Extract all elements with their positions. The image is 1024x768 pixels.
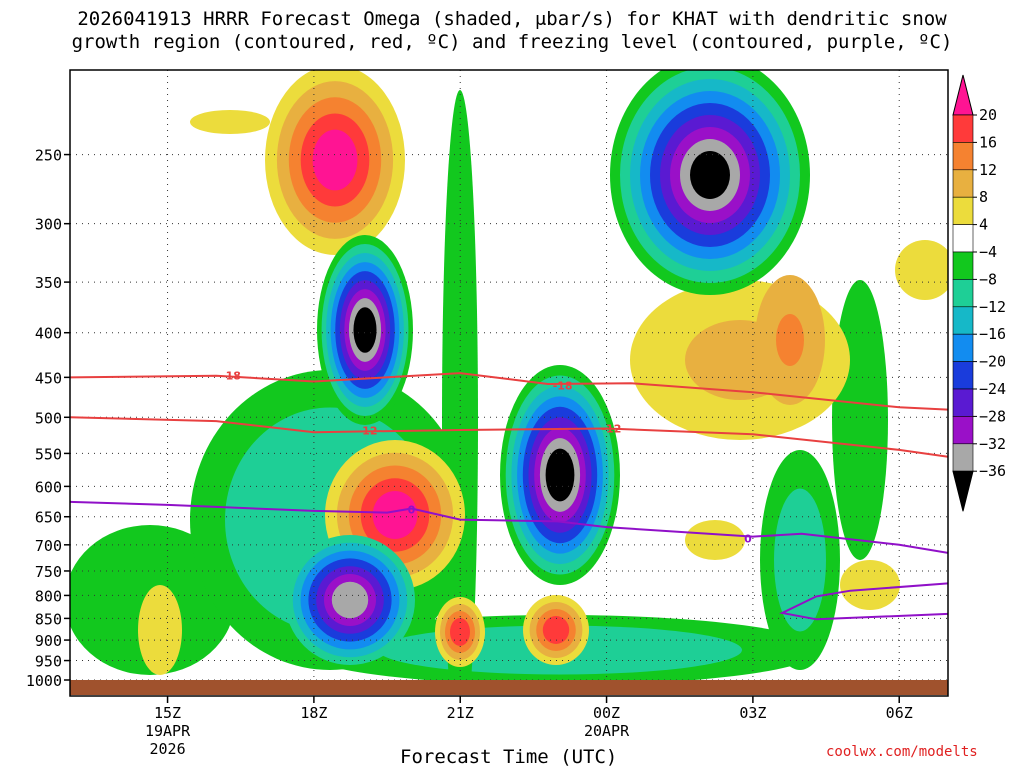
colorbar-label-8: −16 [979, 325, 1006, 343]
colorbar-swatch-11 [952, 388, 974, 417]
updraft-mid-level-9 [545, 448, 575, 502]
x-tick-sublabel: 20APR [584, 722, 630, 740]
contour-line-1 [70, 416, 948, 458]
weak-down-se-level-1 [840, 560, 900, 610]
updraft-upper-level-9 [353, 307, 377, 353]
contour-label-2-0: 0 [408, 504, 416, 517]
y-tick-label-350: 350 [35, 274, 62, 292]
x-tick-label-03Z: 03Z [739, 704, 766, 722]
y-tick-label-600: 600 [35, 478, 62, 496]
weak-down-e-level-1 [685, 520, 745, 560]
weak-up-east-level-2 [774, 488, 826, 632]
colorbar-swatch-4 [952, 196, 974, 225]
omega-colorbar: 20 16 12 8 4 −4 −8 −12 −16 −20 −24 −28 −32 −36 [952, 74, 1006, 512]
contour-line-0 [70, 372, 948, 411]
contour-label-2-1: 0 [744, 532, 752, 545]
weak-up-thin-b-level-1 [832, 280, 888, 560]
colorbar-label-11: −28 [979, 407, 1006, 425]
x-tick-label-15Z: 15Z [154, 704, 181, 722]
y-tick-label-300: 300 [35, 216, 62, 234]
weak-down-top-level-1 [190, 110, 270, 134]
downdraft-mid-level-5 [372, 491, 418, 539]
colorbar-label-1: 16 [979, 133, 997, 151]
y-tick-label-250: 250 [35, 147, 62, 165]
contour-label-1-1: -12 [601, 422, 621, 435]
y-tick-label-550: 550 [35, 445, 62, 463]
omega-shaded-field [70, 70, 948, 680]
x-tick-label-18Z: 18Z [300, 704, 327, 722]
contour-line-2 [70, 500, 948, 554]
colorbar-label-9: −20 [979, 353, 1006, 371]
colorbar-label-2: 12 [979, 161, 997, 179]
colorbar-label-0: 20 [979, 106, 997, 124]
credit-link[interactable]: coolwx.com/modelts [826, 744, 978, 760]
y-tick-label-1000: 1000 [26, 672, 62, 690]
colorbar-swatch-10 [952, 361, 974, 390]
chart-title-line-2: growth region (contoured, red, ºC) and f… [71, 31, 953, 53]
x-tick-label-00Z: 00Z [593, 704, 620, 722]
colorbar-swatch-7 [952, 279, 974, 308]
y-tick-label-450: 450 [35, 369, 62, 387]
downdraft-low-b-level-4 [542, 616, 570, 644]
colorbar-swatch-5 [952, 224, 974, 253]
colorbar-bottom-arrow [952, 470, 974, 512]
colorbar-swatch-2 [952, 142, 974, 171]
contour-label-1-0: -12 [358, 425, 378, 438]
colorbar-label-5: −4 [979, 243, 997, 261]
colorbar-swatch-12 [952, 416, 974, 445]
colorbar-label-13: −36 [979, 462, 1006, 480]
x-tick-label-06Z: 06Z [886, 704, 913, 722]
y-tick-label-650: 650 [35, 509, 62, 527]
weak-down-far-e-level-1 [895, 240, 948, 300]
chart-title-line-1: 2026041913 HRRR Forecast Omega (shaded, … [77, 8, 947, 30]
x-tick-sublabel: 2026 [149, 740, 185, 758]
colorbar-swatch-3 [952, 169, 974, 198]
colorbar-top-arrow [952, 74, 974, 116]
x-axis-title: Forecast Time (UTC) [400, 746, 618, 768]
updraft-low-level-7 [331, 581, 369, 619]
downdraft-east-level-2 [776, 314, 804, 366]
colorbar-label-6: −8 [979, 270, 997, 288]
x-tick-label-21Z: 21Z [447, 704, 474, 722]
colorbar-swatch-13 [952, 443, 974, 472]
y-tick-label-900: 900 [35, 632, 62, 650]
temperature-contours: -18 -18 -12 -12 0 0 [70, 370, 948, 621]
colorbar-label-4: 4 [979, 216, 988, 234]
colorbar-label-12: −32 [979, 435, 1006, 453]
colorbar-swatch-6 [952, 251, 974, 280]
colorbar-label-3: 8 [979, 188, 988, 206]
colorbar-swatch-1 [952, 114, 974, 143]
y-tick-label-750: 750 [35, 563, 62, 581]
y-tick-label-700: 700 [35, 537, 62, 555]
y-tick-label-800: 800 [35, 587, 62, 605]
updraft-upper-east-level-9 [690, 151, 730, 199]
colorbar-swatch-8 [952, 306, 974, 335]
contour-line-3 [779, 582, 948, 621]
colorbar-label-7: −12 [979, 298, 1006, 316]
y-tick-label-950: 950 [35, 653, 62, 671]
downdraft-low-a-level-4 [450, 618, 470, 646]
colorbar-swatch-9 [952, 333, 974, 362]
colorbar-label-10: −24 [979, 380, 1006, 398]
x-tick-sublabel: 19APR [145, 722, 191, 740]
y-tick-label-400: 400 [35, 325, 62, 343]
contour-label-0-0: -18 [221, 370, 241, 383]
contour-label-0-1: -18 [553, 380, 573, 393]
downdraft-upper-level-5 [312, 129, 358, 191]
weak-down-sw-level-1 [138, 585, 182, 675]
ground-surface [70, 680, 948, 695]
plot-frame [69, 69, 949, 697]
y-tick-label-850: 850 [35, 610, 62, 628]
y-tick-label-500: 500 [35, 409, 62, 427]
